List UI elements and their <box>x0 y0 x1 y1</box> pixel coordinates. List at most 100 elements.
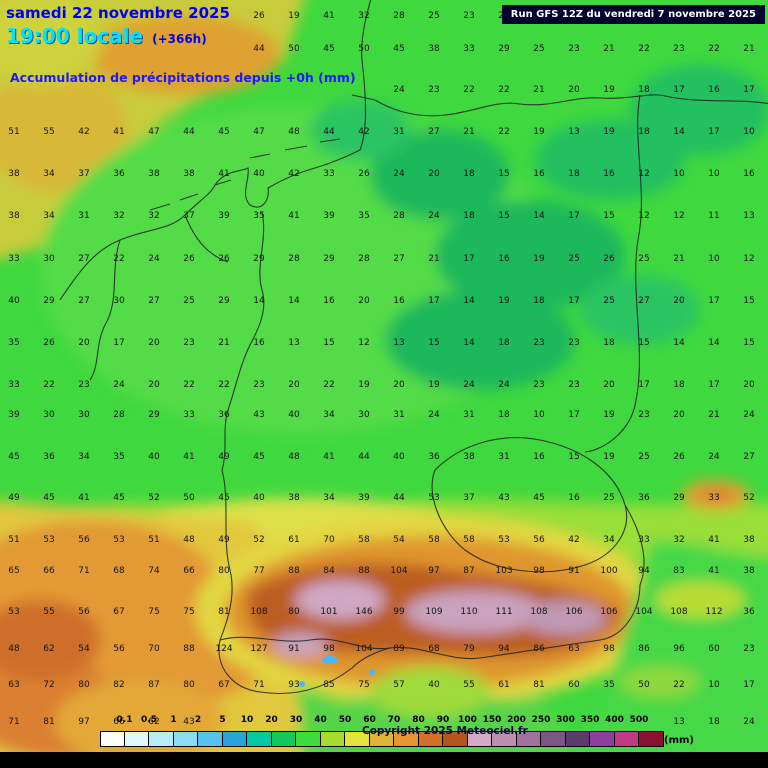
grid-value: 50 <box>358 44 370 54</box>
grid-value: 21 <box>743 44 755 54</box>
grid-value: 15 <box>428 338 440 348</box>
grid-value: 45 <box>218 493 230 503</box>
grid-value: 50 <box>183 493 195 503</box>
grid-value: 30 <box>113 296 125 306</box>
grid-value: 81 <box>533 680 545 690</box>
grid-value: 34 <box>43 211 55 221</box>
grid-value: 12 <box>358 338 370 348</box>
grid-value: 42 <box>358 127 370 137</box>
grid-value: 20 <box>288 380 300 390</box>
grid-value: 38 <box>148 169 160 179</box>
grid-value: 65 <box>8 566 20 576</box>
grid-value: 53 <box>43 535 55 545</box>
grid-value: 25 <box>533 44 545 54</box>
legend-color-cell <box>614 731 639 747</box>
legend-value-label: 5 <box>219 715 226 725</box>
grid-value: 45 <box>218 127 230 137</box>
grid-value: 36 <box>428 452 440 462</box>
grid-value: 91 <box>288 644 300 654</box>
grid-value: 108 <box>530 607 548 617</box>
legend-color-cell <box>541 731 566 747</box>
grid-value: 111 <box>495 607 513 617</box>
grid-value: 32 <box>358 11 370 21</box>
grid-value: 36 <box>743 607 755 617</box>
grid-value: 34 <box>43 169 55 179</box>
legend-color-cell <box>443 731 468 747</box>
grid-value: 22 <box>673 680 685 690</box>
grid-value: 22 <box>43 380 55 390</box>
grid-value: 80 <box>183 680 195 690</box>
grid-value: 32 <box>673 535 685 545</box>
grid-value: 52 <box>743 493 755 503</box>
grid-value: 25 <box>428 11 440 21</box>
grid-value: 12 <box>638 211 650 221</box>
legend-value-label: 300 <box>556 715 575 725</box>
grid-value: 88 <box>358 566 370 576</box>
grid-value: 24 <box>428 211 440 221</box>
grid-value: 33 <box>8 254 20 264</box>
grid-value: 19 <box>533 254 545 264</box>
grid-value: 27 <box>78 296 90 306</box>
grid-value: 53 <box>8 607 20 617</box>
grid-value: 22 <box>498 85 510 95</box>
grid-value: 10 <box>708 169 720 179</box>
grid-value: 33 <box>183 410 195 420</box>
grid-value: 14 <box>463 296 475 306</box>
grid-value: 23 <box>568 44 580 54</box>
grid-value: 104 <box>355 644 373 654</box>
grid-value: 53 <box>428 493 440 503</box>
grid-value: 24 <box>148 254 160 264</box>
grid-value: 86 <box>638 644 650 654</box>
grid-value: 54 <box>393 535 405 545</box>
legend-value-label: 500 <box>629 715 649 725</box>
grid-value: 101 <box>320 607 338 617</box>
legend-value-label: 150 <box>482 715 502 725</box>
grid-value: 38 <box>428 44 440 54</box>
grid-value: 44 <box>358 452 370 462</box>
grid-value: 38 <box>743 566 755 576</box>
grid-value: 29 <box>218 296 230 306</box>
grid-value: 41 <box>218 169 230 179</box>
grid-value: 29 <box>253 254 265 264</box>
grid-value: 36 <box>638 493 650 503</box>
grid-value: 56 <box>78 607 90 617</box>
grid-value: 32 <box>148 211 160 221</box>
grid-value: 48 <box>288 127 300 137</box>
grid-value: 29 <box>498 44 510 54</box>
grid-value: 24 <box>743 410 755 420</box>
grid-value: 14 <box>463 338 475 348</box>
grid-value: 24 <box>463 380 475 390</box>
grid-value: 45 <box>323 44 335 54</box>
grid-value: 19 <box>603 410 615 420</box>
legend-color-cell <box>296 731 321 747</box>
grid-value: 35 <box>603 680 615 690</box>
grid-value: 49 <box>218 452 230 462</box>
grid-value: 94 <box>638 566 650 576</box>
grid-value: 26 <box>183 254 195 264</box>
grid-value: 37 <box>463 493 475 503</box>
legend-color-cell <box>394 731 419 747</box>
grid-value: 22 <box>183 380 195 390</box>
legend-color-cell <box>100 731 125 747</box>
grid-value: 17 <box>638 380 650 390</box>
grid-value: 17 <box>708 127 720 137</box>
grid-value: 56 <box>533 535 545 545</box>
grid-value: 18 <box>603 338 615 348</box>
grid-value: 15 <box>743 296 755 306</box>
grid-value: 85 <box>323 680 335 690</box>
legend-color-cell <box>149 731 174 747</box>
legend-value-label: 0.1 <box>116 715 133 725</box>
grid-value: 40 <box>8 296 20 306</box>
grid-value: 75 <box>183 607 195 617</box>
grid-value: 25 <box>603 493 615 503</box>
grid-value: 15 <box>743 338 755 348</box>
grid-value: 17 <box>568 211 580 221</box>
grid-value: 81 <box>43 717 55 727</box>
grid-value: 17 <box>463 254 475 264</box>
grid-value: 24 <box>428 410 440 420</box>
grid-value: 43 <box>253 410 265 420</box>
grid-value: 14 <box>288 296 300 306</box>
grid-value: 42 <box>78 127 90 137</box>
grid-value: 62 <box>148 717 160 727</box>
